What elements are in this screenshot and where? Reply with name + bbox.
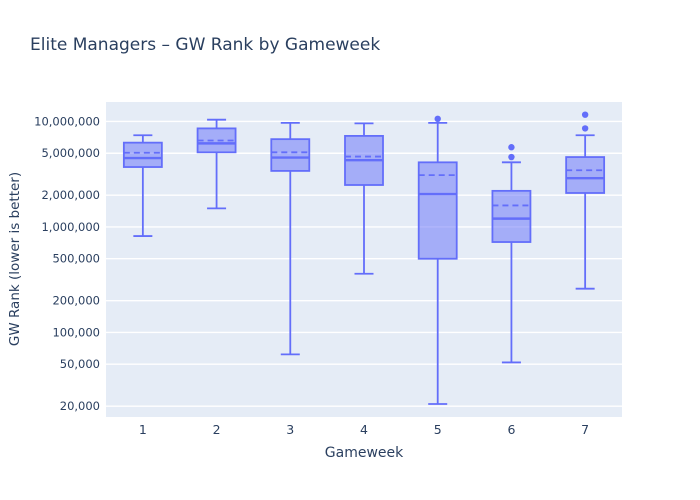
box-iqr[interactable]	[565, 156, 606, 194]
x-tick-label: 7	[581, 422, 589, 437]
box-gw2[interactable]	[196, 118, 237, 210]
y-tick-label: 20,000	[60, 399, 100, 413]
x-tick-label: 5	[434, 422, 442, 437]
box-gw7[interactable]	[565, 111, 606, 290]
box-gw3[interactable]	[270, 121, 311, 356]
box-gw1[interactable]	[122, 134, 163, 237]
outlier-point[interactable]	[508, 144, 515, 151]
box-iqr[interactable]	[491, 189, 532, 243]
box-gw5[interactable]	[417, 115, 458, 405]
y-tick-label: 10,000,000	[34, 114, 100, 128]
outlier-point[interactable]	[508, 153, 515, 161]
y-tick-label: 2,000,000	[41, 188, 100, 202]
box-gw6[interactable]	[491, 144, 532, 364]
box-gw4[interactable]	[344, 122, 384, 275]
y-tick-label: 500,000	[52, 252, 100, 266]
box-iqr[interactable]	[122, 141, 163, 168]
y-tick-label: 5,000,000	[41, 146, 100, 160]
y-tick-label: 1,000,000	[41, 220, 100, 234]
box-iqr[interactable]	[270, 138, 311, 172]
chart-title: Elite Managers – GW Rank by Gameweek	[30, 35, 381, 55]
x-tick-label: 4	[360, 422, 368, 437]
x-tick-label: 3	[286, 422, 294, 437]
y-tick-label: 100,000	[52, 325, 100, 339]
y-tick-label: 200,000	[52, 294, 100, 308]
box-iqr[interactable]	[417, 161, 458, 260]
y-axis-title: GW Rank (lower is better)	[7, 171, 23, 347]
outlier-point[interactable]	[581, 125, 589, 132]
outlier-point[interactable]	[581, 111, 589, 118]
y-tick-label: 50,000	[60, 357, 100, 371]
x-axis-title: Gameweek	[324, 445, 404, 461]
x-tick-label: 1	[139, 422, 147, 437]
x-tick-label: 2	[213, 422, 221, 437]
x-tick-label: 6	[507, 422, 515, 437]
outlier-point[interactable]	[434, 115, 441, 123]
